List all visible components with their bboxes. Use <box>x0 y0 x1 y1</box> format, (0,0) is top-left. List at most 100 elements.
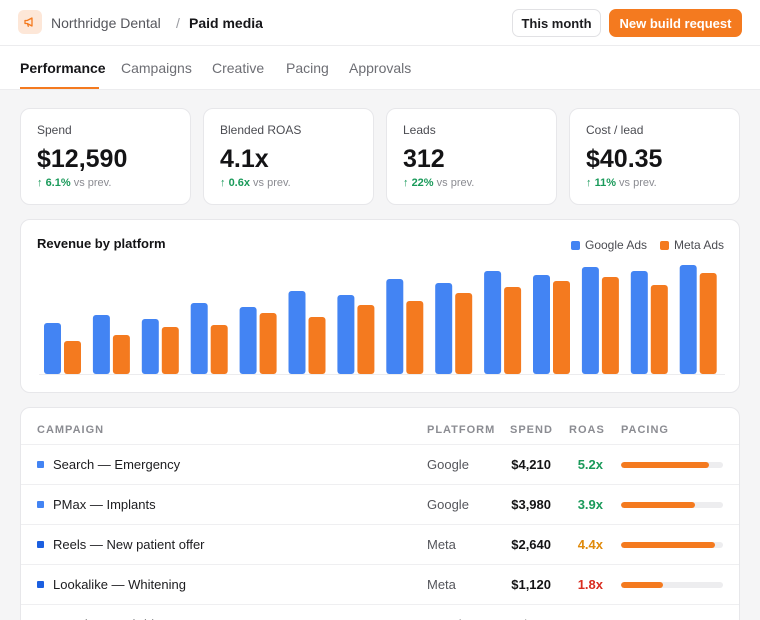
google-ads-bar[interactable] <box>484 271 502 374</box>
campaign-table: CAMPAIGN PLATFORM SPEND ROAS PACING Sear… <box>20 407 740 620</box>
meta-ads-bar[interactable] <box>650 285 668 374</box>
campaign-platform: Google <box>427 497 469 512</box>
google-ads-bar[interactable] <box>630 271 648 374</box>
campaign-platform: Google <box>427 617 469 620</box>
tab-performance[interactable]: Performance <box>20 60 106 76</box>
table-row[interactable]: Lookalike — Whitening Meta $1,120 1.8x <box>21 564 739 604</box>
kpi-delta-suffix: vs prev. <box>436 177 475 189</box>
meta-ads-bar[interactable] <box>308 317 326 374</box>
meta-ads-bar[interactable] <box>601 277 619 374</box>
campaign-roas: 6.0x <box>578 617 603 620</box>
kpi-label: Spend <box>37 123 72 137</box>
google-ads-bar[interactable] <box>239 307 257 374</box>
tab-campaigns[interactable]: Campaigns <box>121 60 192 76</box>
google-ads-bar[interactable] <box>141 319 159 374</box>
chart-title: Revenue by platform <box>37 236 166 251</box>
column-header-roas[interactable]: ROAS <box>569 424 605 436</box>
pacing-fill <box>621 582 663 588</box>
google-ads-bar[interactable] <box>386 279 404 374</box>
meta-ads-bar[interactable] <box>699 273 717 374</box>
column-header-campaign[interactable]: CAMPAIGN <box>37 424 105 436</box>
platform-dot <box>37 541 44 548</box>
google-ads-bar[interactable] <box>679 265 697 374</box>
legend-swatch <box>660 240 669 250</box>
meta-ads-bar[interactable] <box>161 327 179 374</box>
platform-dot <box>37 501 44 508</box>
google-ads-bar[interactable] <box>435 283 453 374</box>
legend-item-google[interactable]: Google Ads <box>571 238 647 252</box>
column-header-platform[interactable]: PLATFORM <box>427 424 496 436</box>
page-title: Paid media <box>189 15 263 31</box>
tab-bar: Performance Campaigns Creative Pacing Ap… <box>0 46 760 90</box>
legend-label: Meta Ads <box>674 238 725 252</box>
google-ads-bar[interactable] <box>288 291 306 374</box>
kpi-value: 312 <box>403 145 445 173</box>
kpi-label: Cost / lead <box>586 123 644 137</box>
kpi-value: $12,590 <box>37 145 128 173</box>
google-ads-bar[interactable] <box>44 323 61 374</box>
pacing-bar <box>621 582 723 588</box>
kpi-delta-value: 11% <box>594 177 616 189</box>
kpi-delta-suffix: vs prev. <box>73 177 112 189</box>
arrow-up-icon: ↑ <box>403 177 409 189</box>
campaign-roas: 1.8x <box>577 577 603 592</box>
column-header-spend[interactable]: SPEND <box>510 424 553 436</box>
new-build-request-button[interactable]: New build request <box>609 9 742 37</box>
table-row[interactable]: Search — Emergency Google $4,210 5.2x <box>21 444 739 484</box>
platform-dot <box>37 461 44 468</box>
google-ads-bar[interactable] <box>190 303 208 374</box>
pacing-bar <box>621 462 723 468</box>
campaign-platform: Google <box>427 457 469 472</box>
meta-ads-bar[interactable] <box>455 293 473 374</box>
campaign-name[interactable]: Search — Emergency <box>53 457 181 472</box>
kpi-delta: ↑ 22% vs prev. <box>403 177 474 189</box>
tab-pacing[interactable]: Pacing <box>286 60 329 76</box>
arrow-up-icon: ↑ <box>37 177 43 189</box>
tab-approvals[interactable]: Approvals <box>349 60 412 76</box>
pacing-fill <box>621 542 715 548</box>
revenue-bar-chart <box>39 265 725 375</box>
pacing-fill <box>621 462 709 468</box>
breadcrumb-separator: / <box>176 15 180 31</box>
kpi-value: $40.35 <box>586 145 663 173</box>
google-ads-bar[interactable] <box>92 315 110 374</box>
legend-item-meta[interactable]: Meta Ads <box>660 238 724 252</box>
column-header-pacing[interactable]: PACING <box>621 424 669 436</box>
meta-ads-bar[interactable] <box>259 313 277 374</box>
campaign-spend: $4,210 <box>511 457 551 472</box>
meta-ads-bar[interactable] <box>553 281 570 374</box>
kpi-label: Blended ROAS <box>220 123 302 137</box>
tab-creative[interactable]: Creative <box>212 60 265 76</box>
meta-ads-bar[interactable] <box>357 305 375 374</box>
table-row[interactable]: Reels — New patient offer Meta $2,640 4.4x <box>21 524 739 564</box>
top-bar: Northridge Dental / Paid media This mont… <box>0 0 760 46</box>
campaign-name[interactable]: Reels — New patient offer <box>53 537 205 552</box>
campaign-roas: 4.4x <box>577 537 603 552</box>
campaign-name[interactable]: Brand — Northridge <box>53 617 169 620</box>
arrow-up-icon: ↑ <box>220 177 226 189</box>
meta-ads-bar[interactable] <box>406 301 424 374</box>
table-row[interactable]: PMax — Implants Google $3,980 3.9x <box>21 484 739 524</box>
campaign-platform: Meta <box>427 537 456 552</box>
campaign-platform: Meta <box>427 577 456 592</box>
campaign-name[interactable]: PMax — Implants <box>53 497 156 512</box>
breadcrumb-client[interactable]: Northridge Dental <box>51 15 161 31</box>
kpi-delta-value: 0.6x <box>228 177 250 189</box>
meta-ads-bar[interactable] <box>64 341 81 374</box>
google-ads-bar[interactable] <box>337 295 355 374</box>
kpi-delta-suffix: vs prev. <box>619 177 657 189</box>
meta-ads-bar[interactable] <box>504 287 522 374</box>
google-ads-bar[interactable] <box>581 267 599 374</box>
google-ads-bar[interactable] <box>533 275 550 374</box>
kpi-delta-value: 6.1% <box>45 177 71 189</box>
campaign-name[interactable]: Lookalike — Whitening <box>53 577 186 592</box>
table-row[interactable]: Brand — Northridge Google $640 6.0x <box>21 604 739 620</box>
platform-dot <box>37 581 44 588</box>
kpi-label: Leads <box>403 123 436 137</box>
meta-ads-bar[interactable] <box>112 335 130 374</box>
pacing-bar <box>621 542 723 548</box>
period-button[interactable]: This month <box>512 9 601 37</box>
kpi-delta: ↑ 6.1% vs prev. <box>37 177 111 189</box>
meta-ads-bar[interactable] <box>210 325 228 374</box>
megaphone-icon <box>18 10 42 34</box>
